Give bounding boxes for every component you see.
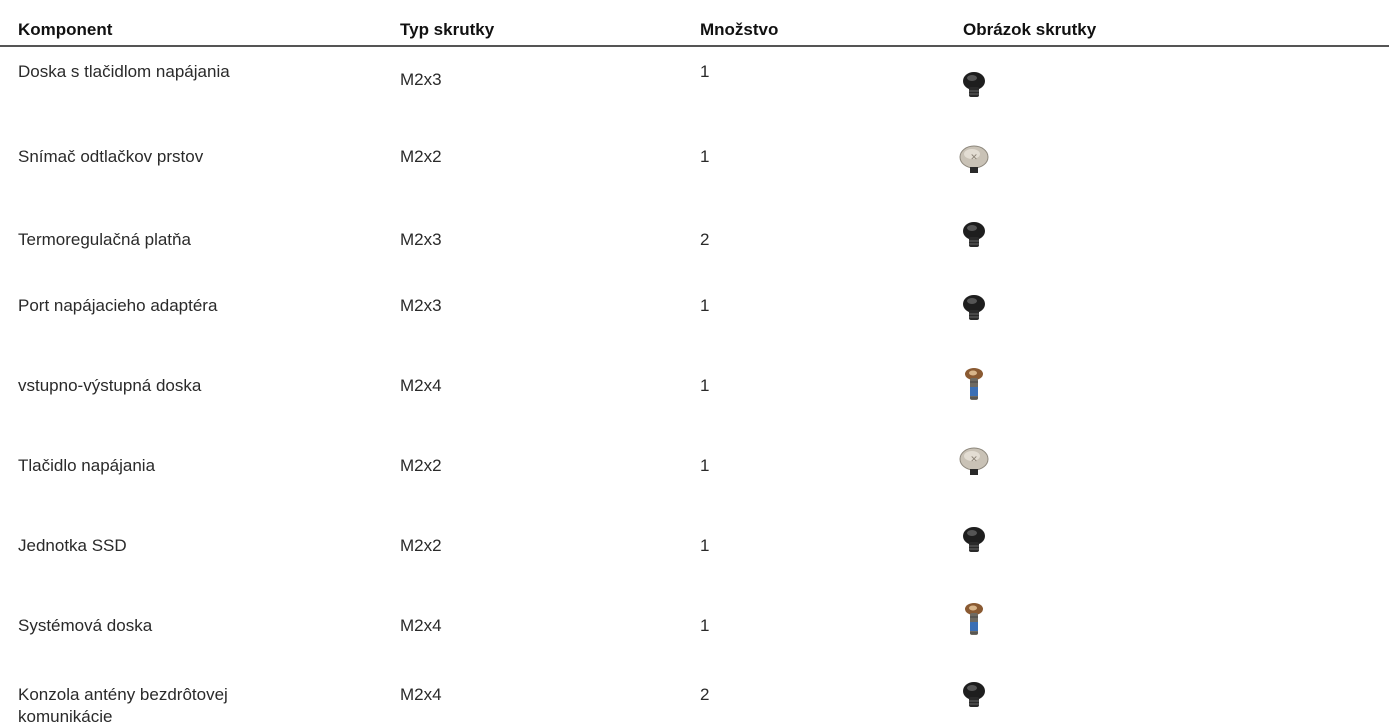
- quantity: 1: [700, 456, 710, 475]
- screw-image: [965, 603, 983, 635]
- component-name: Jednotka SSD: [18, 536, 127, 555]
- component-name: Tlačidlo napájania: [18, 456, 156, 475]
- screw-image: [963, 72, 985, 97]
- column-header: Obrázok skrutky: [963, 20, 1097, 39]
- component-name: Konzola antény bezdrôtovej komunikácie: [18, 685, 228, 726]
- column-header: Komponent: [18, 20, 113, 39]
- screw-type: M2x3: [400, 70, 442, 89]
- component-name: Doska s tlačidlom napájania: [18, 62, 230, 81]
- quantity: 1: [700, 376, 710, 395]
- quantity: 2: [700, 685, 710, 704]
- screw-image: [963, 222, 985, 247]
- quantity: 2: [700, 230, 710, 249]
- screw-image: ✕: [959, 145, 989, 173]
- header-rule: [0, 45, 1389, 47]
- quantity: 1: [700, 616, 710, 635]
- column-header: Typ skrutky: [400, 20, 495, 39]
- component-name: Port napájacieho adaptéra: [18, 296, 218, 315]
- screw-image: [965, 368, 983, 400]
- screw-image: [963, 527, 985, 552]
- quantity: 1: [700, 147, 710, 166]
- screw-type: M2x4: [400, 376, 442, 395]
- svg-text:✕: ✕: [970, 152, 978, 162]
- screw-type: M2x2: [400, 536, 442, 555]
- quantity: 1: [700, 296, 710, 315]
- quantity: 1: [700, 62, 710, 81]
- component-name: Termoregulačná platňa: [18, 230, 191, 249]
- screw-type: M2x4: [400, 685, 442, 704]
- component-name: Snímač odtlačkov prstov: [18, 147, 204, 166]
- quantity: 1: [700, 536, 710, 555]
- screw-image: [963, 295, 985, 320]
- column-header: Množstvo: [700, 20, 779, 39]
- screw-type: M2x3: [400, 230, 442, 249]
- screw-image: ✕: [959, 447, 989, 475]
- screw-image: [963, 682, 985, 707]
- screw-type: M2x4: [400, 616, 442, 635]
- screw-type: M2x3: [400, 296, 442, 315]
- component-name: vstupno-výstupná doska: [18, 376, 202, 395]
- screw-type: M2x2: [400, 147, 442, 166]
- component-name: Systémová doska: [18, 616, 153, 635]
- screw-type: M2x2: [400, 456, 442, 475]
- svg-text:✕: ✕: [970, 454, 978, 464]
